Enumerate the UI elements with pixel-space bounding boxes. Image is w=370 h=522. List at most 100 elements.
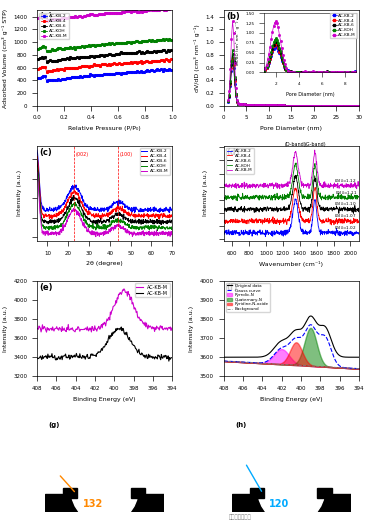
AC-KB-2 (118, 70, 123, 77)
Y-axis label: dV/dD (cm³ nm⁻¹ g⁻¹): dV/dD (cm³ nm⁻¹ g⁻¹) (194, 24, 200, 92)
AC-KB-4 (146, 213, 151, 219)
AC-KB-6 (155, 48, 160, 54)
AC-KB-M (169, 5, 173, 11)
Text: (002): (002) (75, 152, 89, 157)
AC-KB-6 (108, 214, 113, 220)
Line: Background: Background (223, 361, 359, 369)
Text: $I_D/I_G$=1.02: $I_D/I_G$=1.02 (334, 224, 357, 232)
AC-KOH (295, 168, 300, 174)
Text: (d): (d) (226, 148, 240, 157)
AC-KB-4 (286, 216, 291, 222)
AC-KOH (36, 45, 41, 52)
AC-KB-M (36, 15, 41, 21)
AC-KB-2 (35, 147, 39, 153)
Y-axis label: Intensity (a.u.): Intensity (a.u.) (204, 170, 208, 217)
AC-KB-M (119, 324, 124, 330)
Legend: AC-KB-2, AC-KB-4, AC-KB-6, AC-KOH, AC-KB-M: AC-KB-2, AC-KB-4, AC-KB-6, AC-KOH, AC-KB… (39, 13, 68, 40)
AC-KB-2 (146, 208, 150, 215)
Y-axis label: Intensity (a.u.): Intensity (a.u.) (3, 305, 8, 352)
Background (258, 360, 262, 366)
AC-KB-6 (221, 207, 226, 213)
AC-KB-4 (169, 56, 173, 63)
Text: (100): (100) (119, 152, 132, 157)
Line: AC-KB-2: AC-KB-2 (37, 150, 172, 213)
AC-KB-M (116, 222, 120, 228)
AC-KB-M (71, 353, 75, 359)
AC-KB-M (170, 354, 175, 361)
AC-KOH (128, 40, 133, 46)
Line: AC-KB-M: AC-KB-M (37, 7, 172, 22)
AC-KB-M (122, 286, 126, 292)
AC-KOH (302, 194, 307, 200)
AC-KB-2 (295, 204, 300, 210)
AC-KOH (167, 225, 171, 231)
AC-KB-4 (35, 155, 39, 161)
AC-KB-2 (97, 72, 101, 78)
AC-KB-6 (117, 51, 121, 57)
AC-KOH (155, 228, 159, 234)
Bar (131, 488, 145, 499)
AC-KB-4 (286, 218, 290, 224)
Background (357, 365, 361, 372)
AC-KB-2 (263, 233, 268, 240)
AC-KB-4 (117, 60, 121, 66)
Legend: AC-KB-2, AC-KB-4, AC-KB-6, AC-KOH, AC-KB-M: AC-KB-2, AC-KB-4, AC-KB-6, AC-KOH, AC-KB… (140, 148, 170, 175)
Line: AC-KB-4: AC-KB-4 (223, 187, 359, 225)
AC-KOH (294, 160, 298, 166)
Background (350, 365, 354, 372)
X-axis label: Pore Diameter (nm): Pore Diameter (nm) (260, 126, 322, 131)
Text: (g): (g) (48, 422, 60, 428)
AC-KB-M (165, 325, 169, 331)
AC-KOH (115, 217, 120, 223)
Text: 120: 120 (269, 499, 289, 509)
Circle shape (258, 457, 324, 522)
AC-KB-M (357, 183, 361, 189)
X-axis label: Relative Pressure (P/P₀): Relative Pressure (P/P₀) (68, 126, 141, 131)
Line: Original data: Original data (223, 316, 359, 357)
AC-KB-4 (302, 218, 306, 224)
AC-KB-4 (116, 206, 120, 212)
AC-KB-4 (170, 212, 175, 219)
AC-KB-6 (146, 220, 150, 227)
AC-KOH (123, 40, 128, 46)
AC-KOH (117, 40, 121, 46)
Text: (G-band): (G-band) (304, 142, 326, 147)
AC-KOH (286, 191, 290, 197)
Bar (63, 488, 77, 499)
AC-KB-4 (313, 184, 317, 191)
AC-KB-M (313, 147, 317, 153)
AC-KB-6 (351, 210, 356, 217)
AC-KB-2 (108, 204, 112, 210)
Bar (45, 494, 164, 512)
AC-KB-M (44, 329, 49, 335)
Text: $I_D/I_G$=1.07: $I_D/I_G$=1.07 (334, 212, 357, 220)
Legend: AC-KB-2, AC-KB-4, AC-KB-6, AC-KOH, AC-KB-M: AC-KB-2, AC-KB-4, AC-KB-6, AC-KOH, AC-KB… (226, 148, 254, 174)
AC-KB-4 (100, 216, 104, 222)
AC-KB-4 (97, 62, 101, 68)
AC-KB-4 (118, 61, 123, 67)
AC-KOH (169, 37, 173, 43)
AC-KB-M (117, 9, 121, 16)
AC-KB-6 (97, 53, 101, 59)
Text: $I_D/I_G$=1.10: $I_D/I_G$=1.10 (334, 201, 357, 208)
Y-axis label: Adsorbed Volume (cm³ g⁻¹ STP): Adsorbed Volume (cm³ g⁻¹ STP) (2, 8, 8, 108)
Text: 材料分析与应用: 材料分析与应用 (229, 515, 252, 520)
Legend: Original data, Gauss curve, Pyrrolic-N, Quaternary-N, Pyridine-N-oxide, Backgrou: Original data, Gauss curve, Pyrrolic-N, … (226, 283, 270, 312)
AC-KB-6 (95, 222, 100, 228)
AC-KB-M (159, 351, 164, 358)
AC-KB-2 (128, 68, 133, 75)
AC-KOH (160, 36, 165, 42)
AC-KB-2 (354, 228, 359, 234)
Text: (c): (c) (40, 148, 53, 157)
AC-KB-2 (287, 226, 291, 232)
AC-KB-M (221, 183, 226, 189)
Background (221, 358, 226, 364)
Gauss curve (227, 358, 231, 364)
Original data (246, 354, 251, 360)
Background (345, 365, 350, 371)
AC-KB-M (108, 227, 113, 233)
AC-KB-M (146, 232, 151, 238)
Y-axis label: Intensity (a.u.): Intensity (a.u.) (17, 170, 22, 217)
Gauss curve (221, 358, 226, 364)
Original data (350, 354, 355, 360)
